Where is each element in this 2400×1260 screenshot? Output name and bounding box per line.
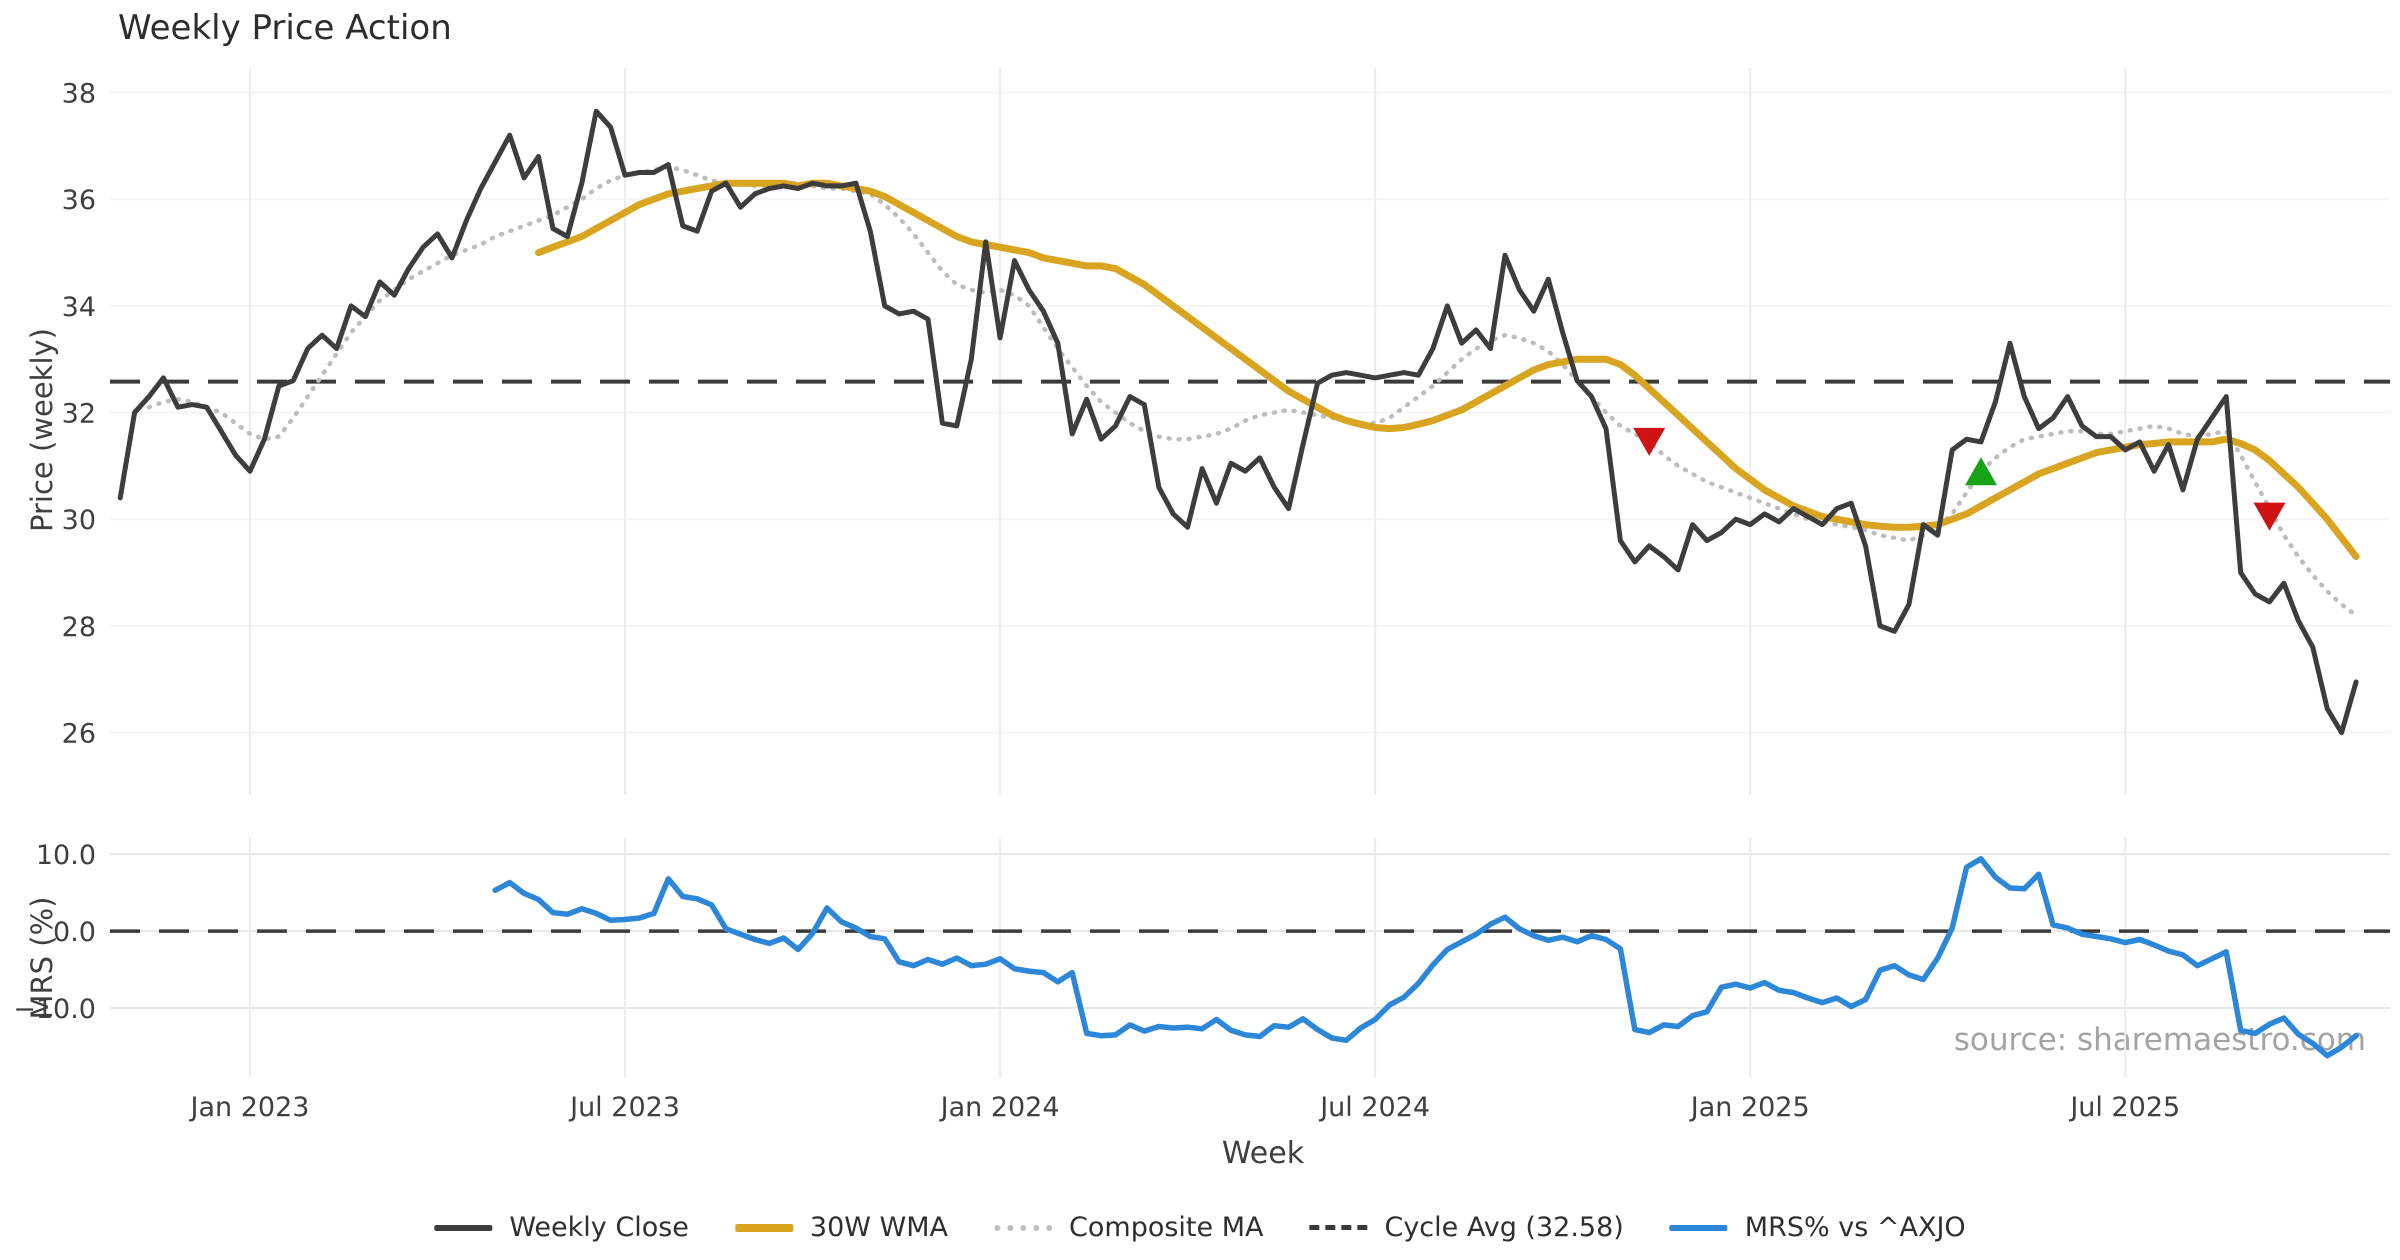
wma-line-swatch (734, 1223, 793, 1232)
mrs-line-swatch (1669, 1224, 1728, 1231)
mrs-y-tick-label: 0.0 (53, 917, 96, 948)
legend-label: MRS% vs ^AXJO (1744, 1212, 1966, 1243)
mrs-line (492, 856, 2359, 1059)
x-tick-label: Jan 2025 (1689, 1092, 1810, 1123)
chart-title: Weekly Price Action (118, 8, 452, 48)
legend-item-weekly-close: Weekly Close (434, 1212, 689, 1243)
x-tick-label: Jan 2023 (189, 1092, 310, 1123)
wma-line (535, 179, 2360, 561)
weekly-close-line-swatch (434, 1224, 493, 1231)
source-watermark: source: sharemaestro.com (1953, 1022, 2366, 1058)
composite-ma-line-swatch (994, 1224, 1053, 1231)
legend-item-composite-ma: Composite MA (994, 1212, 1263, 1243)
x-tick-label: Jul 2024 (1318, 1092, 1430, 1123)
legend-item-mrs: MRS% vs ^AXJO (1669, 1212, 1966, 1243)
price-y-tick-label: 28 (62, 612, 96, 643)
buy-signal-marker (1965, 457, 1997, 486)
cycle-avg-line-swatch (1309, 1225, 1368, 1230)
weekly-close-line (117, 108, 2359, 736)
week-axis-title: Week (1221, 1136, 1305, 1171)
legend-label: 30W WMA (809, 1212, 949, 1243)
price-y-tick-label: 36 (62, 185, 96, 216)
price-y-tick-label: 32 (62, 399, 96, 430)
mrs-y-tick-label: −10.0 (13, 994, 96, 1025)
mrs-axis-title: MRS (%) (25, 896, 59, 1020)
price-axis-title: Price (weekly) (25, 327, 59, 533)
x-tick-label: Jul 2023 (568, 1092, 680, 1123)
legend-item-cycle-avg: Cycle Avg (32.58) (1309, 1212, 1624, 1243)
price-y-tick-label: 34 (62, 292, 96, 323)
legend: Weekly Close 30W WMA Composite MA Cycle … (434, 1212, 1966, 1243)
price-y-tick-label: 26 (62, 719, 96, 750)
legend-label: Weekly Close (509, 1212, 689, 1243)
x-tick-label: Jul 2025 (2068, 1092, 2180, 1123)
legend-label: Composite MA (1069, 1212, 1264, 1243)
x-tick-label: Jan 2024 (939, 1092, 1060, 1123)
price-y-tick-label: 38 (62, 79, 96, 110)
composite-ma-line (146, 164, 2359, 618)
legend-label: Cycle Avg (32.58) (1384, 1212, 1624, 1243)
sell-signal-marker-2 (2253, 502, 2286, 531)
sell-signal-marker-1 (1633, 427, 1666, 456)
price-y-tick-label: 30 (62, 505, 96, 536)
legend-item-30w-wma: 30W WMA (734, 1212, 949, 1243)
mrs-y-tick-label: 10.0 (36, 840, 96, 871)
